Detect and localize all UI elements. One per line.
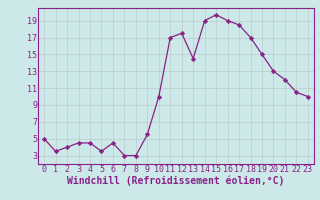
X-axis label: Windchill (Refroidissement éolien,°C): Windchill (Refroidissement éolien,°C) (67, 176, 285, 186)
